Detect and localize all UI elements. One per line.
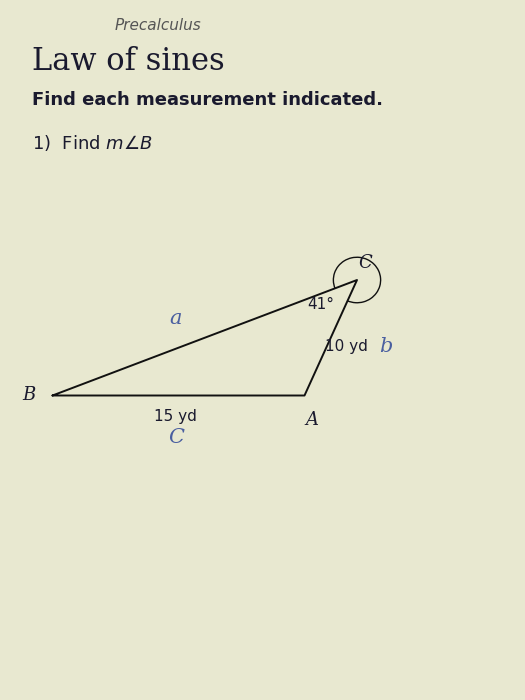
Text: C: C — [358, 253, 372, 272]
Text: A: A — [306, 411, 319, 429]
Text: Precalculus: Precalculus — [114, 18, 201, 32]
Text: 1)  Find $m\angle B$: 1) Find $m\angle B$ — [32, 133, 152, 153]
Text: Find each measurement indicated.: Find each measurement indicated. — [32, 91, 383, 109]
Text: a: a — [170, 309, 182, 328]
Text: C: C — [168, 428, 184, 447]
Text: Law of sines: Law of sines — [32, 46, 224, 76]
Text: 15 yd: 15 yd — [154, 409, 197, 424]
Text: b: b — [379, 337, 393, 356]
Text: 10 yd: 10 yd — [325, 339, 368, 354]
Text: 41°: 41° — [307, 297, 334, 312]
Text: B: B — [22, 386, 36, 405]
